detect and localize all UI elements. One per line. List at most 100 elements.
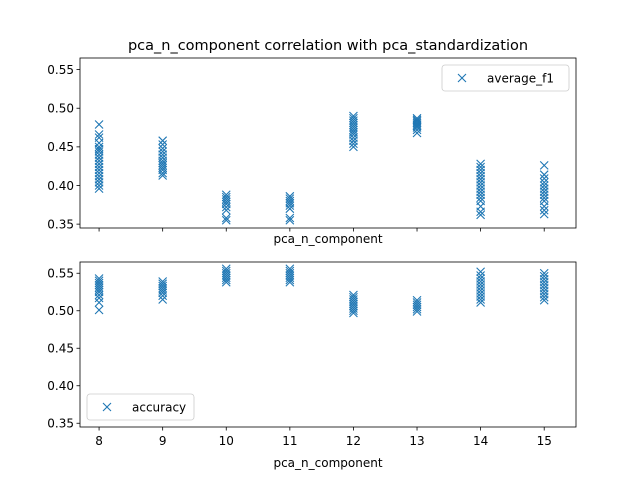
average_f1-point (539, 178, 549, 187)
legend-marker (457, 73, 467, 83)
accuracy-point (221, 275, 231, 285)
average_f1-point (285, 201, 295, 210)
accuracy-point (349, 290, 358, 300)
y-tick-label: 0.45 (47, 342, 74, 356)
x-tick-label: 11 (282, 434, 297, 448)
x-tick-label: 13 (409, 434, 424, 448)
average_f1-point (285, 213, 295, 223)
accuracy-point (349, 308, 358, 318)
accuracy-point (412, 300, 422, 310)
accuracy-point (349, 301, 358, 311)
average_f1-point (94, 162, 104, 172)
average_f1-point (539, 209, 549, 219)
accuracy-point (539, 292, 549, 302)
average_f1-point (94, 178, 104, 187)
accuracy-point (476, 295, 486, 304)
accuracy-point (94, 283, 104, 292)
average_f1-point (94, 156, 104, 166)
accuracy-point (412, 302, 422, 312)
accuracy-point (158, 277, 168, 286)
accuracy-point (158, 291, 168, 301)
accuracy-point (349, 299, 358, 309)
average_f1-point (349, 130, 358, 139)
accuracy-point (94, 305, 104, 315)
legend-label: accuracy (132, 400, 186, 414)
average_f1-point (221, 215, 231, 225)
accuracy-point (94, 293, 104, 303)
y-tick-label: 0.40 (47, 379, 74, 393)
accuracy-point (412, 304, 422, 314)
average_f1-point (94, 184, 104, 193)
axes-frame (79, 261, 577, 428)
x-tick-label: 8 (95, 434, 103, 448)
x-axis-label: pca_n_component (273, 232, 382, 246)
accuracy-point (158, 295, 168, 304)
average_f1-point (539, 161, 549, 170)
accuracy-point (221, 266, 231, 276)
average_f1-point (158, 168, 168, 178)
average_f1-point (539, 193, 549, 203)
accuracy-point (285, 264, 295, 274)
average_f1-point (285, 215, 295, 225)
average_f1-point (476, 165, 486, 175)
accuracy-point (94, 278, 104, 288)
average_f1-point (158, 150, 168, 159)
accuracy-point (539, 295, 549, 305)
average_f1-point (221, 213, 231, 223)
average_f1-point (476, 207, 486, 217)
average_f1-point (476, 162, 486, 172)
average_f1-point (476, 187, 486, 197)
x-tick-label: 9 (159, 434, 167, 448)
y-tick-label: 0.50 (47, 102, 74, 116)
average_f1-point (94, 165, 104, 175)
accuracy-point (349, 306, 358, 316)
series-average_f1 (94, 111, 549, 225)
legend-frame (441, 64, 570, 92)
accuracy-point (94, 280, 104, 290)
average_f1-point (94, 168, 104, 178)
average_f1-point (539, 187, 549, 197)
accuracy-point (285, 271, 295, 280)
legend: accuracy (86, 393, 195, 421)
average_f1-point (476, 174, 486, 184)
accuracy-point (158, 281, 168, 291)
average_f1-point (158, 140, 168, 149)
average_f1-point (412, 125, 422, 135)
axes-frame (79, 57, 577, 229)
legend-marker (102, 402, 112, 412)
accuracy-point (285, 273, 295, 283)
accuracy-point (285, 277, 295, 287)
accuracy-point (221, 277, 231, 287)
average_f1-point (476, 181, 486, 190)
average_f1-point (476, 168, 486, 178)
accuracy-point (94, 276, 104, 286)
average_f1-point (94, 181, 104, 190)
accuracy-point (285, 275, 295, 285)
average_f1-point (94, 120, 104, 129)
average_f1-point (349, 139, 358, 149)
average_f1-point (349, 136, 358, 146)
average_f1-point (94, 150, 104, 159)
average_f1-point (412, 128, 422, 138)
accuracy-point (349, 304, 358, 313)
average_f1-point (94, 153, 104, 163)
y-tick-label: 0.50 (47, 304, 74, 318)
average_f1-point (94, 171, 104, 181)
accuracy-point (158, 288, 168, 298)
average_f1-point (94, 159, 104, 169)
accuracy-point (221, 268, 231, 278)
accuracy-point (94, 298, 104, 307)
average_f1-point (349, 142, 358, 152)
average_f1-point (476, 171, 486, 181)
average_f1-point (158, 147, 168, 156)
series-accuracy (94, 264, 549, 318)
legend: average_f1 (441, 64, 570, 92)
y-tick-label: 0.35 (47, 217, 74, 231)
average_f1-point (539, 184, 549, 193)
x-tick-label: 10 (219, 434, 234, 448)
average_f1-point (476, 190, 486, 200)
accuracy-point (349, 297, 358, 307)
accuracy-point (285, 266, 295, 276)
top-subplot: pca_n_component correlation with pca_sta… (47, 38, 577, 246)
